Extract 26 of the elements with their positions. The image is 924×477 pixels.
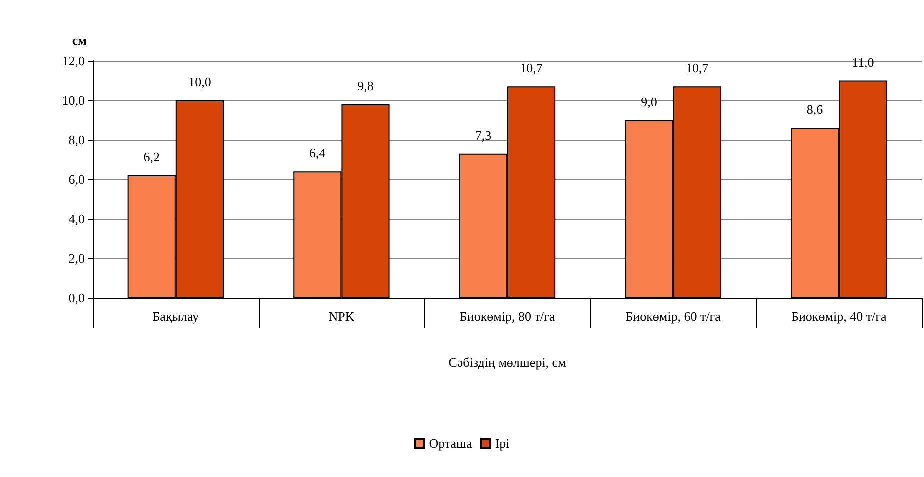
y-tick-label: 12,0 (62, 54, 85, 68)
data-label: 10,7 (686, 60, 710, 76)
y-tick-label: 4,0 (68, 212, 85, 226)
y-axis-title: см (72, 33, 88, 48)
y-tick-label: 2,0 (68, 251, 85, 266)
y-tick-label: 6,0 (68, 172, 85, 187)
x-tick-label: Биокөмір, 40 т/га (791, 309, 887, 324)
legend-label: Ірі (495, 436, 510, 451)
data-label: 10,0 (188, 74, 212, 90)
y-tick-label: 8,0 (68, 132, 85, 148)
data-label: 7,3 (475, 128, 492, 143)
data-label: 8,6 (806, 102, 824, 118)
y-tick-label: 0,0 (68, 290, 85, 306)
data-label: 6,4 (310, 146, 326, 161)
data-label: 9,8 (358, 78, 374, 94)
data-label: 6,2 (144, 150, 160, 165)
y-tick-label: 10,0 (62, 93, 85, 108)
data-label: 10,7 (520, 60, 544, 76)
legend-label: Орташа (429, 436, 473, 451)
x-axis-title: Сәбіздің мөлшері, см (448, 355, 566, 370)
x-tick-label: Биокөмір, 80 т/га (460, 309, 556, 324)
x-tick-label: Бақылау (152, 309, 200, 324)
data-label: 9,0 (641, 94, 658, 110)
x-tick-label: NPK (328, 309, 356, 324)
data-label: 11,0 (852, 54, 874, 70)
x-tick-label: Биокөмір, 60 т/га (626, 309, 722, 324)
